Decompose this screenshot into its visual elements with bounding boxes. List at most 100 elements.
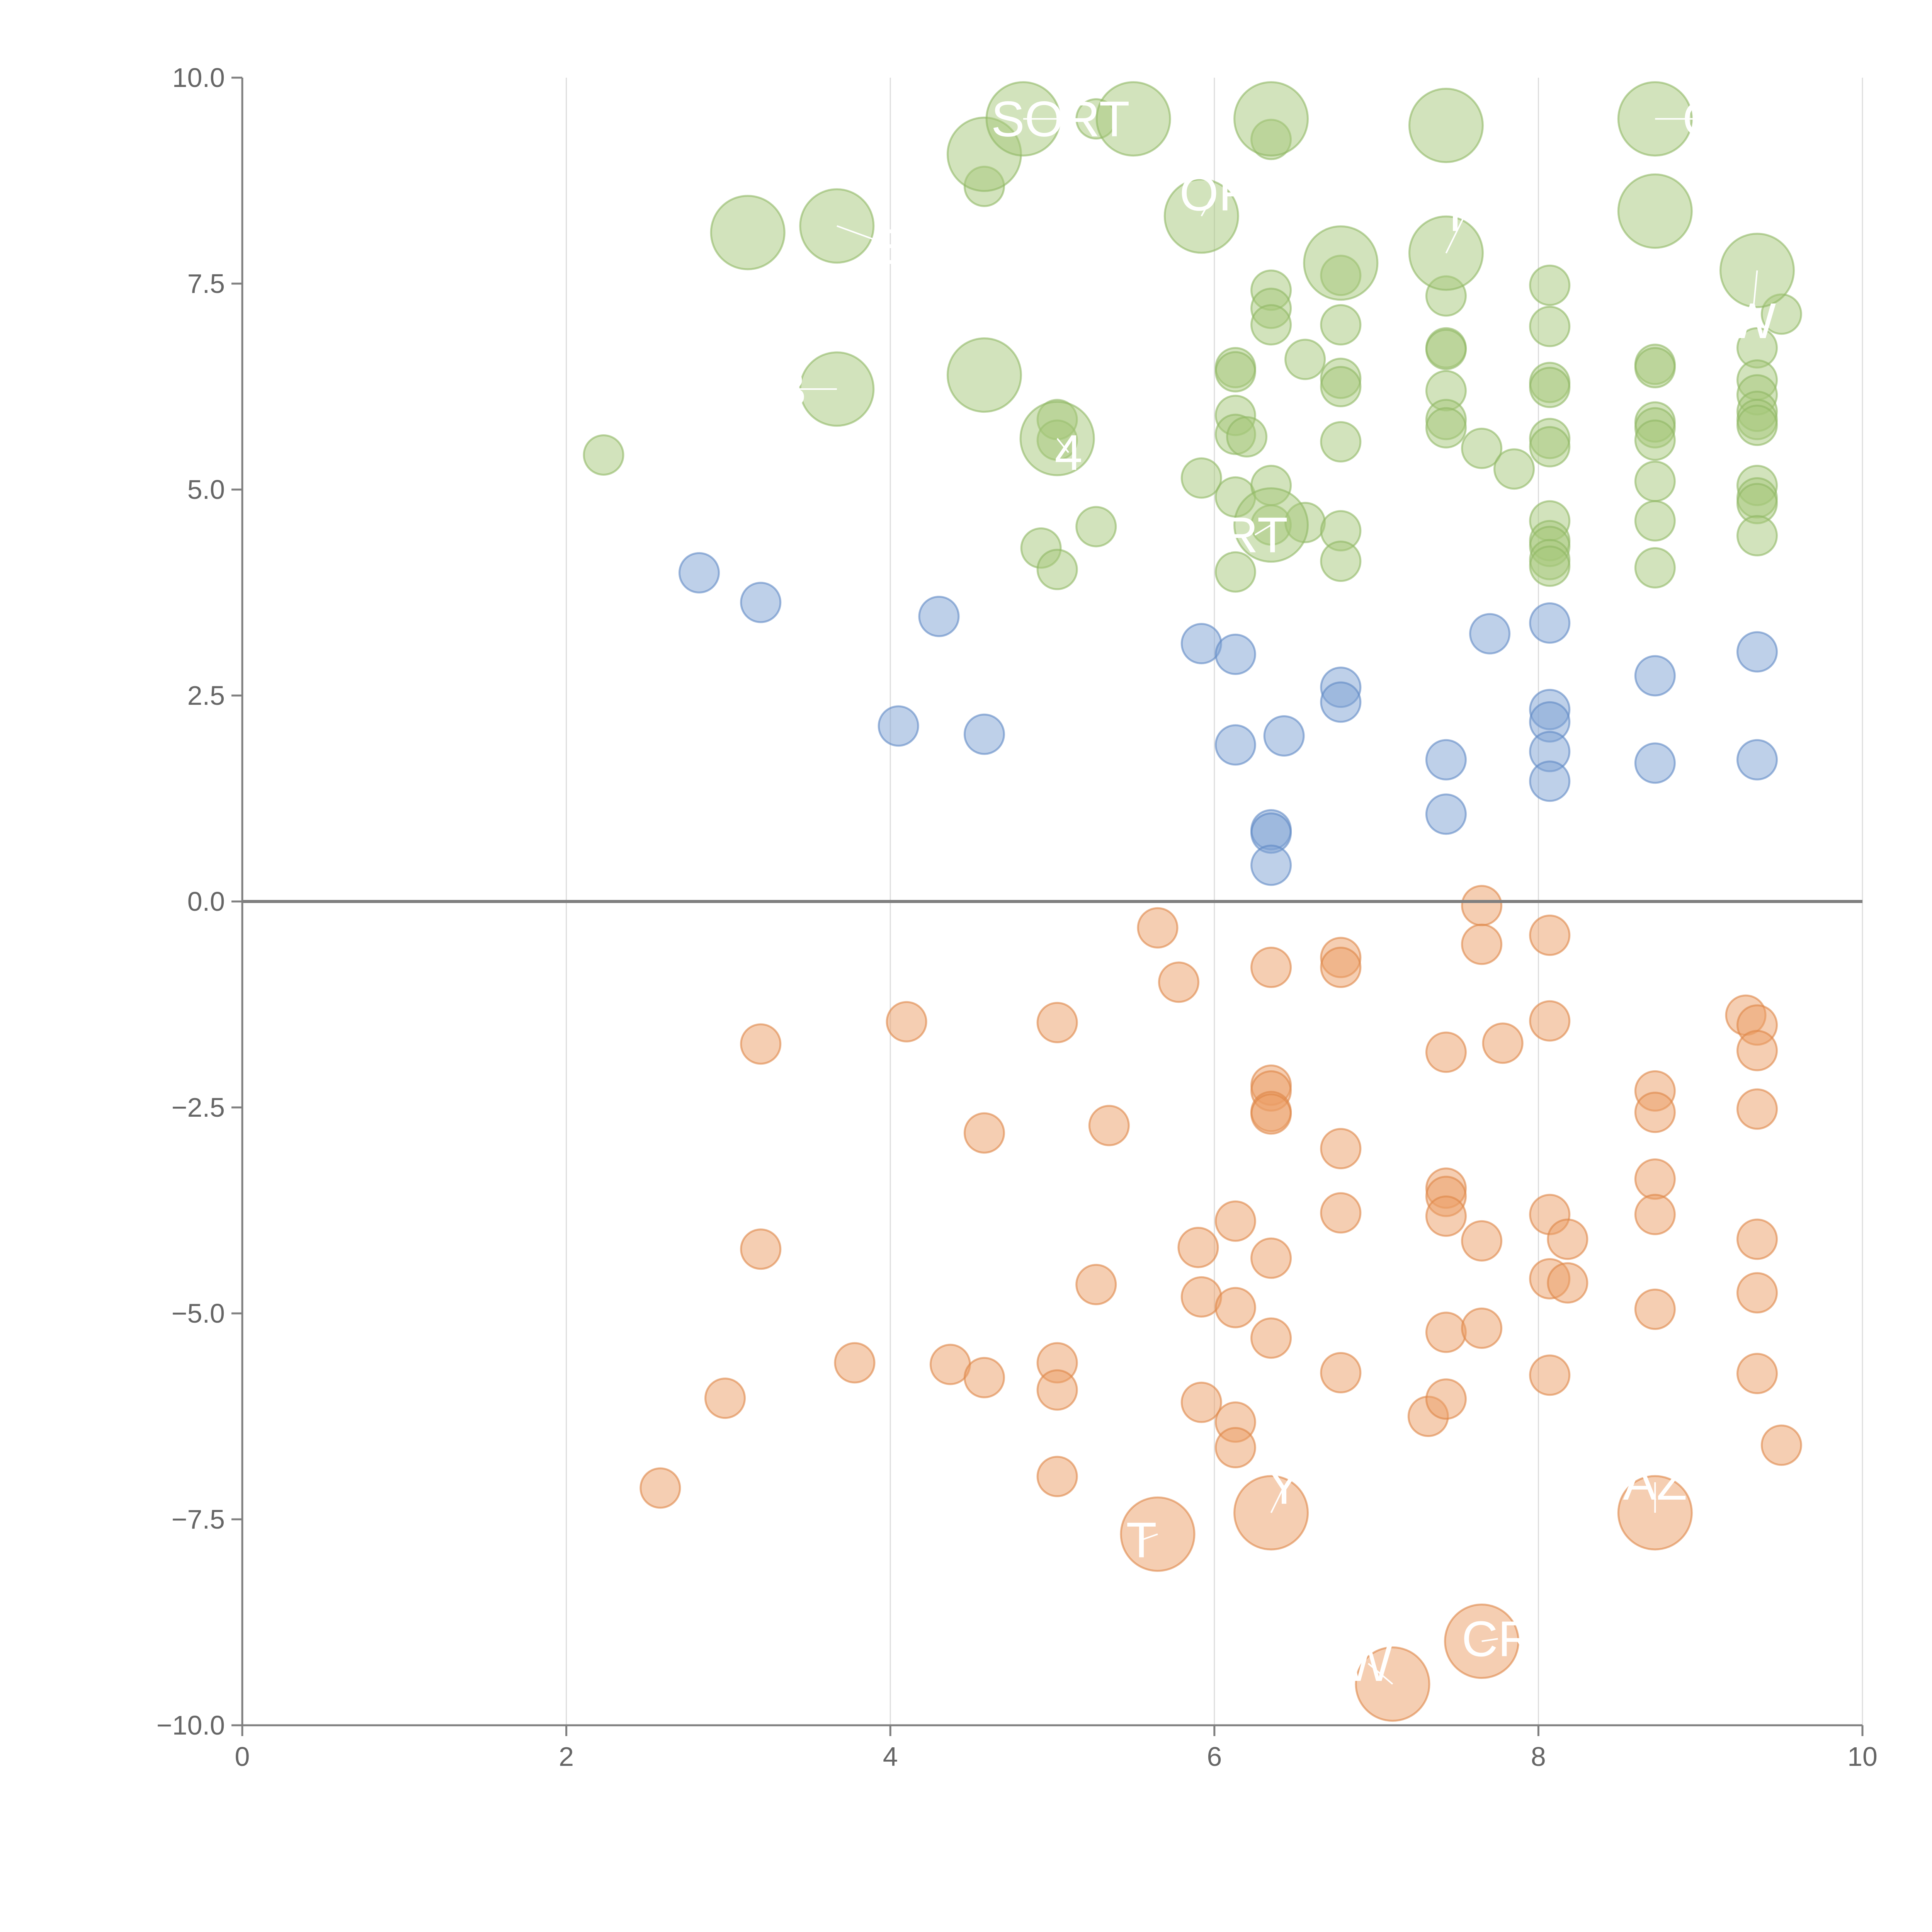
orange-point-67 [1760,1424,1802,1466]
green-labeled-point-10 [1408,88,1484,163]
y-tick-label-4: 0.0 [187,886,225,917]
orange-point-47 [1482,1022,1524,1064]
green-point-39 [1529,264,1571,306]
leader-line-16 [1254,524,1272,536]
point-label-5: SORT [991,91,1130,147]
blue-point-3 [918,595,960,637]
green-point-57 [1634,547,1676,589]
y-tick-label-0: 10.0 [172,63,225,93]
orange-point-21 [1214,1287,1256,1328]
green-point-67 [1736,515,1778,556]
orange-point-66 [1736,1353,1778,1395]
orange-point-40 [1425,1195,1467,1237]
orange-point-29 [1250,1237,1292,1279]
x-tick-label-5: 10 [1847,1742,1878,1772]
point-label-18: Y [1267,1458,1301,1515]
green-point-28 [1320,421,1362,463]
blue-point-0 [678,552,720,594]
leader-line-17 [1141,1533,1158,1541]
leader-line-19 [1367,1663,1393,1685]
y-tick-label-7: −7.5 [172,1504,225,1534]
point-label-19: W [1345,1635,1392,1692]
orange-point-41 [1425,1311,1467,1353]
green-point-9 [1180,457,1222,499]
green-point-37 [1461,427,1503,469]
green-point-27 [1320,366,1362,407]
green-labeled-point-9 [1303,225,1379,301]
orange-point-58 [1634,1194,1676,1235]
leader-line-20 [1481,1638,1498,1642]
orange-point-9 [1036,1002,1078,1043]
orange-point-2 [740,1023,782,1065]
point-label-16: RT [1222,507,1288,563]
orange-point-37 [1425,1031,1467,1073]
orange-point-19 [1180,1381,1222,1423]
point-label-12: C [1682,91,1719,147]
orange-point-43 [1461,885,1503,927]
orange-point-49 [1529,1000,1571,1042]
orange-point-14 [1088,1105,1130,1146]
blue-point-7 [1214,724,1256,766]
blue-point-23 [1634,742,1676,784]
green-point-42 [1529,367,1571,408]
blue-point-25 [1736,739,1778,781]
green-point-54 [1634,419,1676,461]
blue-point-21 [1529,760,1571,802]
green-point-0 [583,434,624,476]
blue-point-24 [1736,631,1778,673]
green-point-30 [1320,540,1362,582]
orange-point-15 [1137,907,1179,949]
point-layer [583,81,1802,1722]
green-point-2 [1036,549,1078,590]
leader-line-1 [837,225,894,247]
green-point-3 [1075,506,1117,548]
point-label-15: 4 [1054,424,1082,481]
blue-point-1 [740,582,782,623]
orange-point-0 [639,1467,681,1509]
orange-point-52 [1529,1354,1571,1396]
orange-point-48 [1529,914,1571,956]
axis-layer: 10.0 7.5 5.0 2.5 0.0 −2.5 −5.0 −7.5 −10.0 0 2 4 6 8 10 [156,63,1878,1772]
blue-point-14 [1425,739,1467,781]
leader-line-14 [1751,270,1758,321]
orange-point-23 [1214,1427,1256,1469]
orange-point-33 [1320,1128,1362,1170]
orange-point-12 [1036,1456,1078,1497]
green-labeled-point-13 [1617,173,1693,249]
orange-point-8 [963,1357,1005,1398]
orange-point-54 [1547,1262,1588,1304]
green-point-11 [1214,551,1256,593]
blue-point-16 [1469,613,1511,655]
x-tick-label-2: 4 [883,1742,898,1772]
orange-point-65 [1736,1272,1778,1314]
y-tick-label-5: −2.5 [172,1092,225,1122]
x-tick-label-0: 0 [235,1742,250,1772]
blue-point-4 [963,713,1005,755]
orange-point-56 [1634,1092,1676,1133]
orange-point-28 [1250,1093,1292,1135]
orange-point-24 [1250,947,1292,988]
orange-point-42 [1425,1378,1467,1420]
blue-point-6 [1214,633,1256,675]
point-label-17: T [1126,1512,1156,1568]
leader-line-18 [1270,1486,1285,1513]
green-point-40 [1529,306,1571,347]
orange-point-44 [1461,923,1503,965]
y-tick-label-3: 2.5 [187,680,225,711]
leader-line-11 [1445,213,1466,253]
leader-line-7 [1201,192,1215,217]
y-tick-label-1: 7.5 [187,269,225,299]
green-point-36 [1425,407,1467,449]
green-point-33 [1425,329,1467,371]
orange-point-13 [1075,1264,1117,1305]
blue-point-17 [1529,602,1571,644]
orange-point-4 [834,1342,876,1384]
green-labeled-point-8 [1233,81,1309,157]
blue-point-22 [1634,655,1676,697]
orange-point-62 [1736,1030,1778,1071]
orange-point-46 [1461,1307,1503,1349]
orange-point-32 [1320,947,1362,988]
